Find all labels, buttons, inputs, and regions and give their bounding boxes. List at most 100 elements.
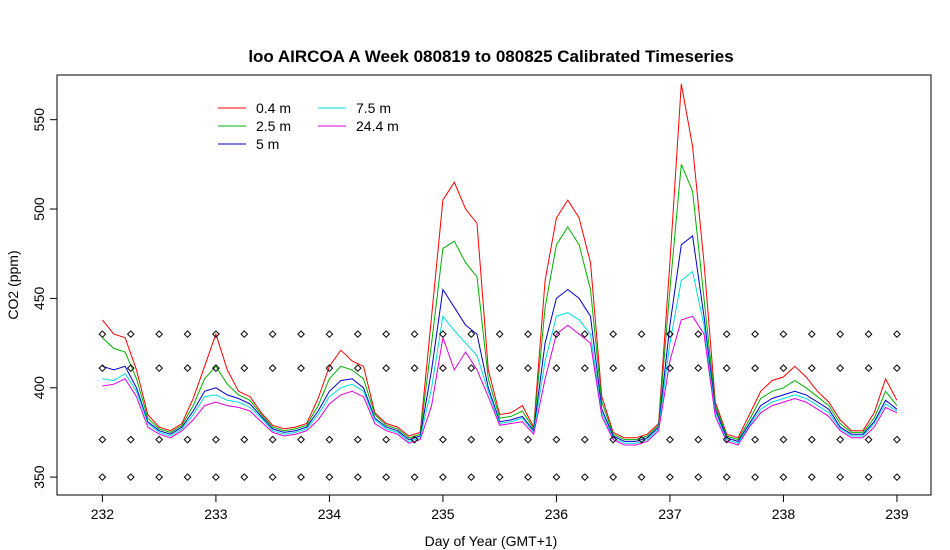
series-line-1 — [102, 164, 898, 441]
marker-point — [467, 473, 476, 482]
marker-point — [666, 435, 674, 444]
marker-point — [183, 473, 192, 482]
x-tick-label: 232 — [91, 506, 115, 522]
legend-label: 5 m — [256, 136, 279, 152]
marker-point — [410, 364, 419, 373]
legend-label: 24.4 m — [356, 118, 399, 134]
marker-point — [524, 330, 532, 339]
marker-point — [98, 330, 107, 339]
marker-point — [126, 473, 135, 482]
marker-point — [836, 473, 845, 482]
marker-point — [495, 473, 504, 482]
marker-point — [779, 435, 788, 444]
legend-label: 0.4 m — [256, 100, 291, 116]
marker-point — [353, 473, 362, 482]
y-tick-label: 450 — [31, 287, 47, 311]
marker-point — [637, 473, 646, 482]
marker-point — [580, 435, 589, 444]
plot-frame — [56, 74, 932, 496]
marker-point — [297, 435, 305, 444]
marker-point — [864, 435, 873, 444]
y-tick-label: 550 — [31, 108, 47, 132]
x-tick-label: 234 — [318, 506, 342, 522]
marker-point — [552, 364, 561, 373]
series-group — [102, 83, 898, 446]
marker-point — [410, 473, 419, 482]
marker-point — [382, 364, 391, 373]
y-axis: 350 400 450 500 550 — [31, 108, 58, 489]
marker-point — [524, 364, 532, 373]
marker-point — [297, 473, 305, 482]
marker-point — [439, 435, 447, 444]
marker-point — [325, 364, 334, 373]
marker-point — [240, 330, 249, 339]
marker-point — [382, 330, 391, 339]
series-line-4 — [102, 315, 898, 446]
legend: 0.4 m 2.5 m 5 m 7.5 m 24.4 m — [218, 100, 399, 152]
marker-point — [98, 435, 107, 444]
marker-point — [609, 364, 618, 373]
marker-point — [836, 364, 845, 373]
marker-point — [155, 473, 164, 482]
marker-point — [268, 364, 277, 373]
x-tick-label: 237 — [658, 506, 682, 522]
marker-point — [807, 435, 816, 444]
marker-point — [325, 435, 334, 444]
marker-point — [183, 435, 192, 444]
marker-point — [836, 330, 845, 339]
chart-title: loo AIRCOA A Week 080819 to 080825 Calib… — [248, 47, 733, 66]
series-line-0 — [102, 83, 898, 439]
marker-point — [666, 473, 674, 482]
marker-point — [183, 330, 192, 339]
marker-point — [353, 330, 362, 339]
marker-point — [609, 330, 618, 339]
y-tick-label: 350 — [31, 465, 47, 489]
marker-point — [240, 435, 249, 444]
marker-point — [807, 473, 816, 482]
marker-point — [268, 473, 277, 482]
marker-point — [864, 330, 873, 339]
marker-point — [722, 364, 731, 373]
x-tick-label: 235 — [431, 506, 455, 522]
x-tick-label: 238 — [772, 506, 796, 522]
marker-point — [467, 330, 476, 339]
marker-point — [268, 330, 277, 339]
marker-point — [155, 364, 164, 373]
legend-label: 7.5 m — [356, 100, 391, 116]
x-tick-label: 233 — [204, 506, 228, 522]
marker-point — [410, 330, 419, 339]
marker-point — [666, 364, 674, 373]
marker-point — [580, 330, 589, 339]
marker-point — [893, 330, 901, 339]
marker-point — [382, 473, 391, 482]
marker-point — [779, 364, 788, 373]
marker-point — [98, 473, 107, 482]
y-tick-label: 400 — [31, 376, 47, 400]
marker-point — [779, 330, 788, 339]
marker-point — [893, 473, 901, 482]
marker-point — [552, 435, 561, 444]
series-line-3 — [102, 270, 898, 444]
marker-point — [694, 473, 703, 482]
marker-point — [212, 364, 220, 373]
marker-point — [495, 435, 504, 444]
marker-point — [722, 473, 731, 482]
marker-point — [666, 330, 674, 339]
marker-point — [325, 473, 334, 482]
marker-point — [155, 330, 164, 339]
marker-point — [183, 364, 192, 373]
x-axis-label: Day of Year (GMT+1) — [425, 533, 558, 549]
marker-point — [751, 330, 759, 339]
marker-point — [126, 364, 135, 373]
legend-label: 2.5 m — [256, 118, 291, 134]
series-line-2 — [102, 234, 898, 442]
marker-point — [722, 435, 731, 444]
marker-point — [155, 435, 164, 444]
marker-point — [353, 435, 362, 444]
marker-point — [552, 330, 561, 339]
marker-point — [439, 364, 447, 373]
marker-point — [893, 435, 901, 444]
marker-point — [212, 473, 220, 482]
marker-point — [297, 364, 305, 373]
marker-point — [212, 435, 220, 444]
